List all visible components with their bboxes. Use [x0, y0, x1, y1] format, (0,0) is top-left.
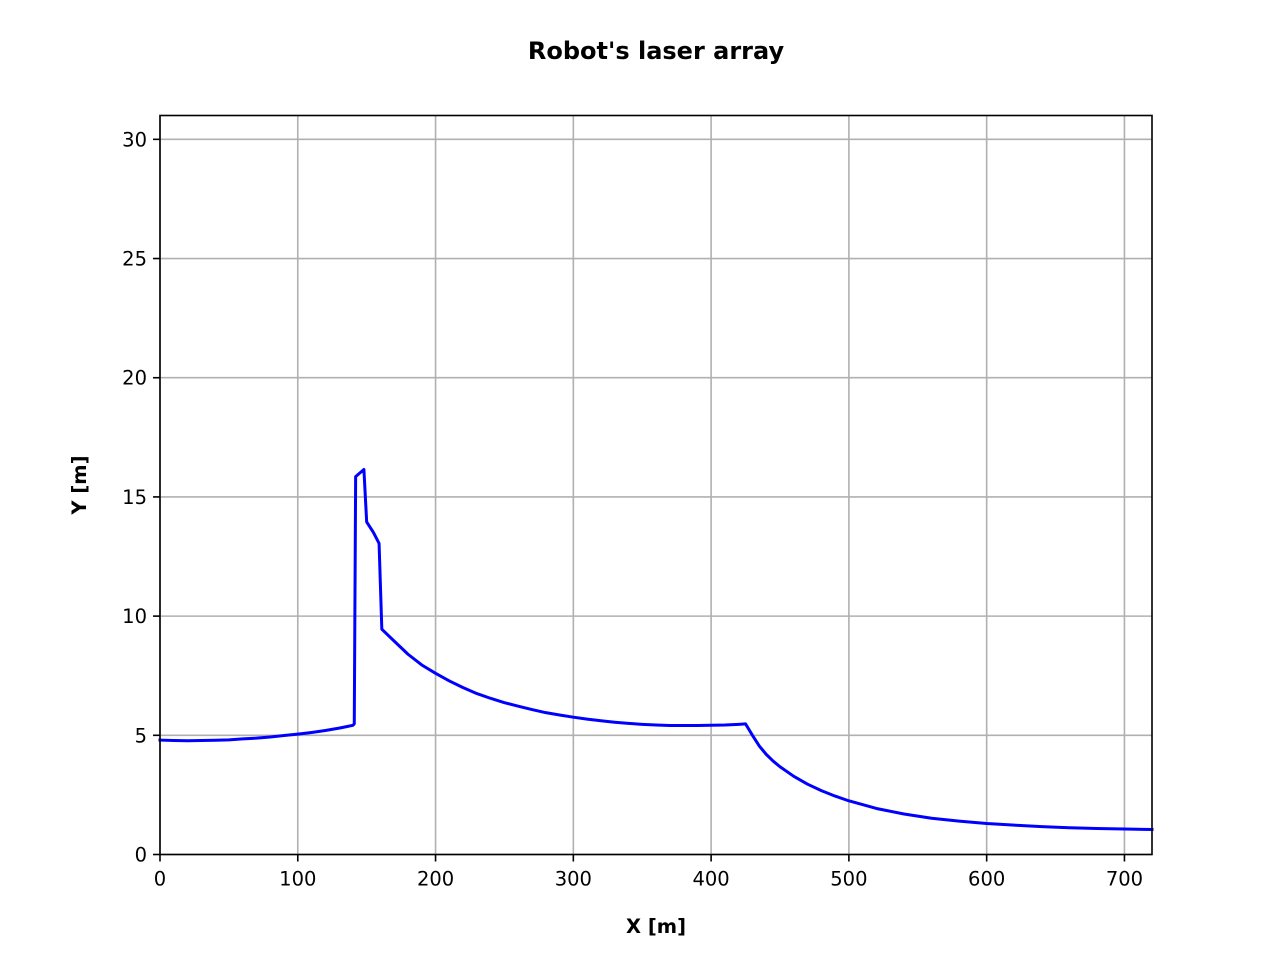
- x-axis: 0 100 200 300 400 500 600 700: [154, 854, 1143, 891]
- x-tick-label: 100: [279, 868, 316, 891]
- y-axis: 0 5 10 15 20 25 30: [122, 128, 160, 867]
- y-tick-label: 5: [135, 724, 147, 747]
- x-tick-label: 600: [968, 868, 1005, 891]
- series-line-0: [158, 468, 1154, 831]
- x-tick-label: 700: [1106, 868, 1143, 891]
- chart-title: Robot's laser array: [528, 37, 785, 65]
- y-tick-label: 30: [122, 128, 147, 151]
- x-tick-label: 400: [692, 868, 729, 891]
- x-tick-label: 500: [830, 868, 867, 891]
- x-tick-label: 300: [555, 868, 592, 891]
- y-tick-label: 15: [122, 486, 147, 509]
- y-tick-label: 10: [122, 605, 147, 628]
- x-axis-label: X [m]: [626, 915, 686, 938]
- x-tick-label: 200: [417, 868, 454, 891]
- y-tick-label: 25: [122, 248, 147, 271]
- grid: [159, 115, 1152, 856]
- y-tick-label: 20: [122, 367, 147, 390]
- series-layer: [158, 468, 1154, 831]
- plot-frame: [159, 114, 1153, 856]
- y-axis-label: Y [m]: [68, 455, 91, 515]
- y-tick-label: 0: [135, 844, 147, 867]
- x-tick-label: 0: [154, 868, 166, 891]
